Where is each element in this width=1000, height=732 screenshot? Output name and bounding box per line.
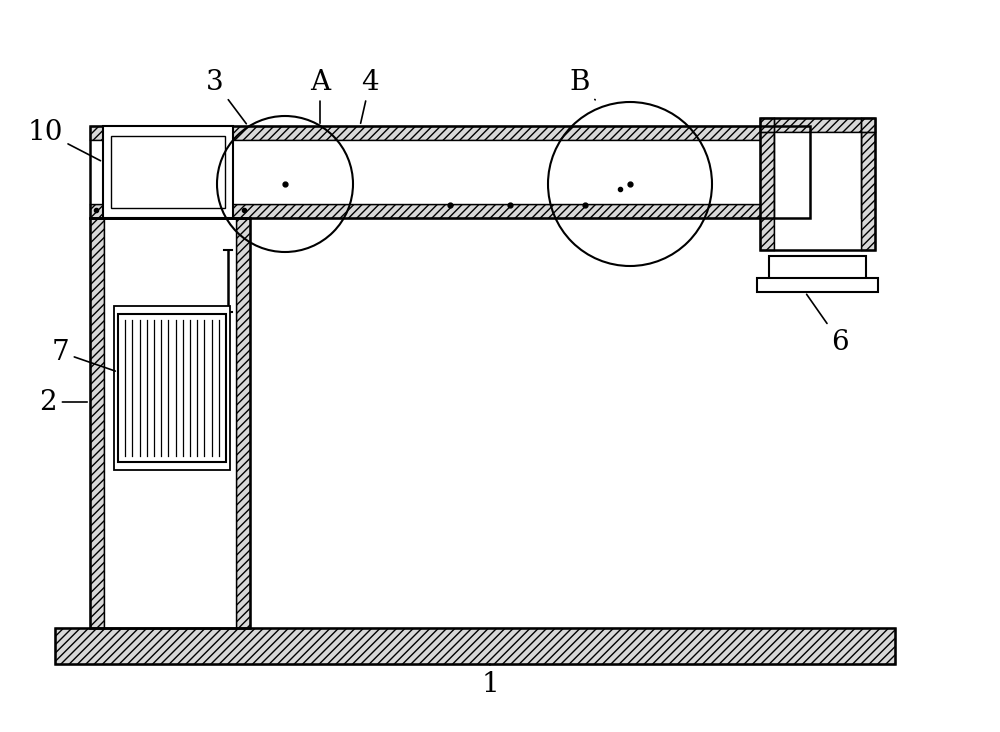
Bar [114, 306, 230, 470]
Bar [760, 118, 875, 250]
Text: 3: 3 [206, 69, 246, 124]
Text: 6: 6 [807, 294, 849, 356]
Bar [55, 628, 895, 664]
Bar [90, 218, 250, 628]
Bar [90, 218, 104, 628]
Text: A: A [310, 69, 330, 123]
Text: 10: 10 [27, 119, 101, 161]
Bar [90, 204, 810, 218]
Text: 2: 2 [39, 389, 87, 416]
Text: B: B [570, 69, 595, 100]
Bar [760, 118, 875, 132]
Bar [774, 132, 861, 250]
Bar [236, 218, 250, 628]
Bar [757, 278, 878, 292]
Bar [861, 118, 875, 250]
Text: 1: 1 [481, 664, 499, 698]
Bar [760, 118, 774, 250]
Bar [769, 256, 866, 280]
Bar [55, 628, 895, 664]
Bar [103, 126, 233, 218]
Text: 7: 7 [51, 338, 115, 371]
Bar [118, 314, 226, 462]
Bar [90, 140, 810, 204]
Text: 4: 4 [361, 69, 379, 123]
Bar [90, 126, 810, 218]
Bar [111, 136, 225, 208]
Bar [104, 218, 236, 628]
Bar [90, 126, 810, 140]
